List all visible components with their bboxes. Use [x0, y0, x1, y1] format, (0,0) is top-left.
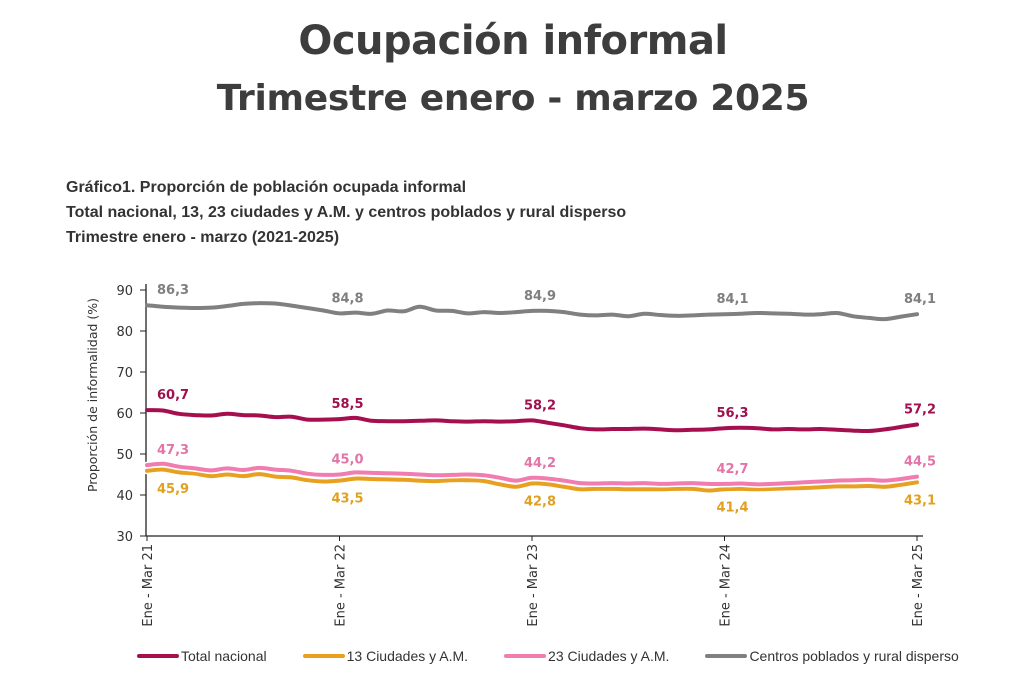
data-label-total-nacional: 58,5: [331, 397, 363, 412]
chart-subtitle-scope: Total nacional, 13, 23 ciudades y A.M. y…: [66, 204, 627, 221]
chart-title: Gráfico1. Proporción de población ocupad…: [66, 179, 467, 196]
data-label-23-ciudades-y-a-m: 45,0: [331, 453, 363, 468]
data-label-total-nacional: 56,3: [716, 406, 748, 421]
x-tick-label: Ene - Mar 24: [719, 544, 734, 627]
chart-subtitle-period: Trimestre enero - marzo (2021-2025): [66, 229, 340, 246]
series-line-total-nacional: [145, 408, 919, 434]
legend-label: Total nacional: [181, 648, 267, 664]
y-tick-label: 30: [116, 530, 133, 545]
series-line-centros-poblados-y-rural-disperso: [145, 301, 919, 322]
data-label-13-ciudades-y-a-m: 43,1: [904, 493, 936, 508]
y-axis-label: Proporción de informalidad (%): [85, 298, 100, 492]
y-tick-label: 50: [116, 448, 133, 463]
data-label-centros-poblados-y-rural-disperso: 84,1: [716, 292, 748, 307]
x-tick-label: Ene - Mar 25: [911, 544, 926, 627]
data-label-13-ciudades-y-a-m: 45,9: [157, 482, 189, 497]
series-line-23-ciudades-y-a-m: [145, 461, 919, 487]
legend-swatch: [705, 654, 748, 658]
data-label-total-nacional: 57,2: [904, 402, 936, 417]
series-line-13-ciudades-y-a-m: [145, 467, 919, 493]
data-label-centros-poblados-y-rural-disperso: 86,3: [157, 283, 189, 298]
x-tick-label: Ene - Mar 22: [334, 544, 349, 627]
legend-item: 13 Ciudades y A.M.: [302, 648, 469, 664]
x-tick-label: Ene - Mar 23: [526, 544, 541, 627]
page-title: Ocupación informal: [298, 18, 728, 64]
data-label-13-ciudades-y-a-m: 42,8: [524, 495, 556, 510]
legend-label: 13 Ciudades y A.M.: [346, 648, 469, 664]
legend-swatch: [504, 654, 547, 658]
y-tick-label: 60: [116, 407, 133, 422]
chart-legend: Total nacional 13 Ciudades y A.M. 23 Ciuda…: [137, 648, 995, 664]
data-label-23-ciudades-y-a-m: 44,2: [524, 456, 556, 471]
data-label-total-nacional: 60,7: [157, 388, 189, 403]
x-tick-label: Ene - Mar 21: [141, 544, 156, 627]
legend-item: Total nacional: [137, 648, 267, 664]
y-tick-label: 40: [116, 489, 133, 504]
legend-swatch: [302, 654, 345, 658]
y-tick-label: 70: [116, 366, 133, 381]
legend-swatch: [137, 654, 179, 658]
legend-label: 23 Ciudades y A.M.: [548, 648, 670, 664]
data-label-centros-poblados-y-rural-disperso: 84,8: [331, 291, 363, 306]
data-label-centros-poblados-y-rural-disperso: 84,9: [524, 289, 556, 304]
y-tick-label: 80: [116, 325, 133, 340]
data-label-13-ciudades-y-a-m: 41,4: [716, 500, 748, 515]
page-subtitle-period: Trimestre enero - marzo 2025: [216, 78, 810, 119]
legend-item: 23 Ciudades y A.M.: [504, 648, 669, 664]
data-label-23-ciudades-y-a-m: 47,3: [157, 443, 189, 458]
data-label-total-nacional: 58,2: [524, 398, 556, 413]
data-label-23-ciudades-y-a-m: 42,7: [716, 462, 748, 477]
data-label-13-ciudades-y-a-m: 43,5: [331, 492, 363, 507]
y-tick-label: 90: [116, 284, 133, 299]
legend-item: Centros poblados y rural disperso: [705, 648, 959, 664]
data-label-23-ciudades-y-a-m: 44,5: [904, 455, 936, 470]
legend-label: Centros poblados y rural disperso: [749, 648, 959, 664]
data-label-centros-poblados-y-rural-disperso: 84,1: [904, 292, 936, 307]
